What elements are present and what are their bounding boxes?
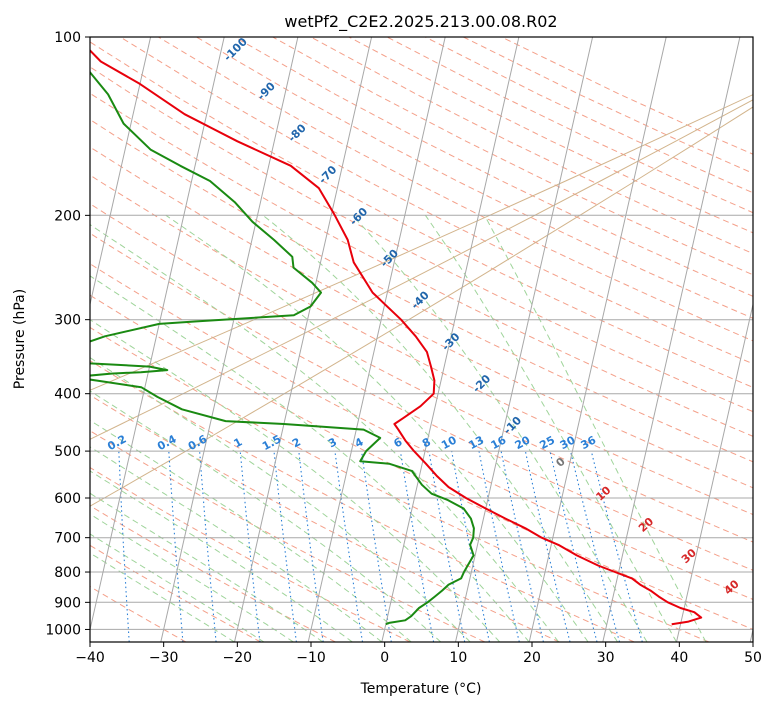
mixing-ratio-line <box>118 451 130 642</box>
mixing-ratio-label: 36 <box>579 433 599 452</box>
moist-adiabat-line <box>90 552 235 642</box>
mixing-ratio-label: 25 <box>537 433 557 452</box>
dry-adiabat-line <box>90 466 411 642</box>
mixing-ratio-label: 13 <box>467 433 487 452</box>
x-tick-label: 30 <box>597 650 615 666</box>
y-tick-label: 100 <box>54 30 81 46</box>
moist-adiabat-line <box>90 390 442 642</box>
dry-adiabat-line <box>90 360 635 642</box>
mixing-ratio-line <box>399 451 435 642</box>
dry-adiabat-line <box>90 585 187 642</box>
temperature-profile-line <box>90 48 703 626</box>
moist-adiabat-line <box>90 446 383 642</box>
mixing-ratio-label: 16 <box>489 433 509 452</box>
x-tick-label: 20 <box>523 650 541 666</box>
isotherm-line <box>455 37 594 642</box>
dry-adiabat-line <box>90 263 753 600</box>
x-tick-label: 50 <box>744 650 762 666</box>
mixing-ratio-line <box>298 451 324 642</box>
profile-lines <box>90 48 703 626</box>
dry-adiabat-line <box>196 37 753 319</box>
moist-adiabat-line <box>90 357 471 642</box>
x-tick-label: −20 <box>223 650 253 666</box>
moist-adiabat-line <box>351 214 648 642</box>
auxiliary-curve-line <box>90 106 753 507</box>
moist-adiabat-line <box>484 215 707 642</box>
isotherm-line <box>90 37 152 307</box>
mixing-ratio-line <box>168 451 184 642</box>
y-tick-label: 200 <box>54 208 81 224</box>
isotherm-line <box>307 37 446 642</box>
mixing-ratio-label: 30 <box>558 433 578 452</box>
isotherm-line <box>676 302 753 642</box>
moist-adiabat-line <box>90 275 530 642</box>
isotherm-line <box>749 627 753 642</box>
isotherm-line <box>234 37 373 642</box>
grid-lines <box>0 37 753 642</box>
y-axis-label: Pressure (hPa) <box>12 289 28 389</box>
y-tick-label: 400 <box>54 387 81 403</box>
mixing-ratio-label: 10 <box>439 433 459 452</box>
auxiliary-curve-line <box>90 94 753 391</box>
isotherm-line <box>381 37 520 642</box>
isotherm-line <box>90 37 225 632</box>
dry-adiabat-line <box>90 146 753 489</box>
dry-adiabat-line <box>90 92 753 437</box>
y-tick-label: 800 <box>54 565 81 581</box>
isotherm-line <box>160 37 299 642</box>
x-tick-label: −40 <box>75 650 105 666</box>
moist-adiabat-line <box>90 319 501 642</box>
moist-adiabat-line <box>90 224 559 642</box>
y-tick-label: 900 <box>54 595 81 611</box>
mixing-ratio-label: 20 <box>513 433 533 452</box>
y-tick-label: 700 <box>54 531 81 547</box>
x-tick-label: −30 <box>149 650 179 666</box>
mixing-ratio-line <box>334 451 364 642</box>
x-axis-ticks: −40 −30 −20 −10 0 10 20 30 40 50 <box>75 642 762 666</box>
dry-adiabat-line <box>90 66 753 413</box>
x-axis-label: Temperature (°C) <box>360 681 482 697</box>
x-tick-label: −10 <box>296 650 326 666</box>
isotherm-line <box>602 37 741 642</box>
chart-title: wetPf2_C2E2.2025.213.00.08.R02 <box>284 12 557 32</box>
mixing-ratio-line <box>199 451 217 642</box>
mixing-ratio-line <box>273 451 297 642</box>
y-tick-label: 300 <box>54 313 81 329</box>
background-lines <box>90 37 753 642</box>
x-tick-label: 40 <box>670 650 688 666</box>
y-tick-label: 1000 <box>45 622 81 638</box>
isotherm-line <box>0 37 3 642</box>
x-tick-label: 10 <box>449 650 467 666</box>
y-tick-label: 500 <box>54 444 81 460</box>
mixing-ratio-line <box>239 451 261 642</box>
plot-frame <box>89 36 754 643</box>
dry-adiabat-line <box>90 174 753 516</box>
plot-background <box>90 37 753 642</box>
y-axis-ticks: 100 200 300 400 500 600 700 800 900 1000 <box>45 30 90 638</box>
dry-adiabat-line <box>158 37 753 342</box>
dewpoint-profile-line <box>90 70 475 626</box>
x-tick-label: 0 <box>380 650 389 666</box>
y-tick-label: 600 <box>54 491 81 507</box>
moist-adiabat-line <box>424 215 677 642</box>
moist-adiabat-line <box>90 470 353 642</box>
moist-adiabat-line <box>165 214 589 642</box>
moist-adiabat-line <box>90 533 265 642</box>
dry-adiabat-line <box>90 232 753 571</box>
moist-adiabat-line <box>262 214 619 642</box>
auxiliary-curve-line <box>90 99 753 440</box>
dry-adiabat-line <box>90 505 336 642</box>
